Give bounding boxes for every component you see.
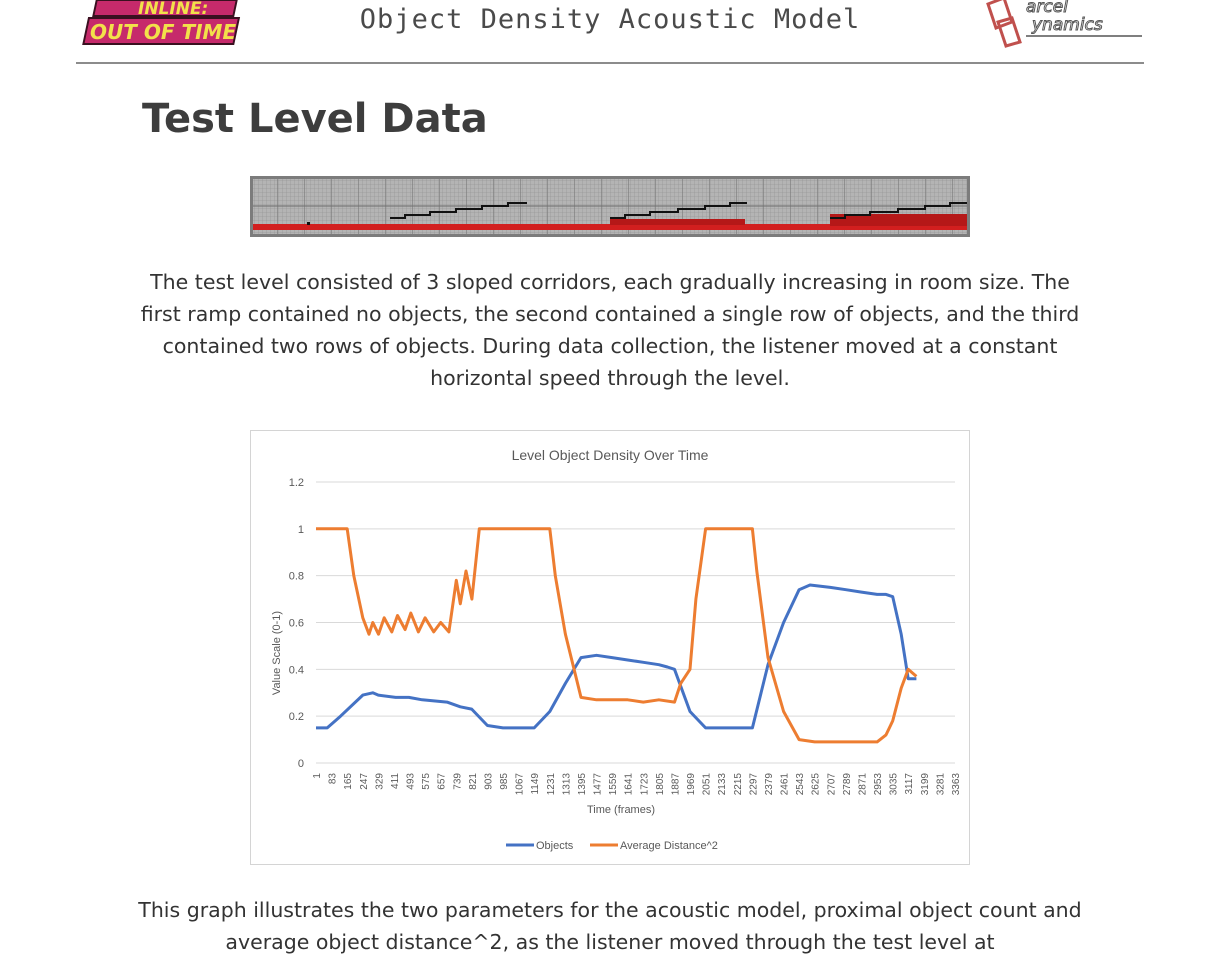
chart-container: Level Object Density Over Time 0 0.2 0.4 0.… (250, 430, 970, 865)
x-tick-label: 3117 (904, 773, 915, 795)
x-tick-label: 1231 (546, 773, 557, 796)
logo-left-top-text: INLINE: (138, 0, 208, 19)
x-axis-ticks: 1 83 165 247 329 411 493 575 657 739 821 903 985 1067… (312, 773, 962, 796)
x-tick-label: 1067 (515, 773, 526, 796)
x-tick-label: 2379 (764, 773, 775, 796)
density-line-chart: Level Object Density Over Time 0 0.2 0.4 0.… (271, 447, 962, 852)
x-tick-label: 2625 (811, 773, 822, 796)
x-tick-label: 329 (374, 773, 385, 790)
chart-series (316, 527, 918, 744)
x-tick-label: 2051 (702, 773, 713, 796)
x-tick-label: 2215 (733, 773, 744, 796)
x-tick-label: 821 (468, 773, 479, 790)
site-header: INLINE: OUT OF TIME Object Density Acous… (76, 0, 1144, 64)
x-tick-label: 1395 (577, 773, 588, 796)
x-tick-label: 1313 (561, 773, 572, 796)
x-tick-label: 83 (328, 773, 339, 785)
x-tick-label: 1149 (530, 773, 541, 795)
y-axis-ticks: 0 0.2 0.4 0.6 0.8 1 1.2 (289, 477, 304, 770)
x-tick-label: 2707 (826, 773, 837, 796)
series-line-objects (316, 583, 917, 730)
inline-out-of-time-logo[interactable]: INLINE: OUT OF TIME (80, 0, 285, 50)
y-axis-label: Value Scale (0-1) (271, 611, 283, 695)
chart-gridlines (316, 481, 955, 764)
graph-description: This graph illustrates the two parameter… (138, 898, 1082, 954)
x-tick-label: 985 (499, 773, 510, 790)
x-tick-label: 3281 (935, 773, 946, 796)
x-tick-label: 165 (343, 773, 354, 790)
x-tick-label: 1 (312, 773, 323, 779)
logo-right-top-text: arcel (1026, 0, 1068, 17)
chart-legend: Objects Average Distance^2 (506, 840, 718, 852)
x-tick-label: 575 (421, 773, 432, 790)
test-level-image (250, 176, 970, 237)
x-tick-label: 2953 (873, 773, 884, 796)
logo-right-bottom-text: ynamics (1031, 15, 1103, 35)
y-tick-label: 0.4 (289, 664, 304, 676)
x-tick-label: 657 (437, 773, 448, 790)
x-tick-label: 493 (406, 773, 417, 790)
legend-label: Objects (536, 840, 574, 852)
x-tick-label: 411 (390, 773, 401, 789)
x-tick-label: 2297 (748, 773, 759, 796)
y-tick-label: 0.6 (289, 618, 304, 630)
site-title: Object Density Acoustic Model (359, 4, 861, 35)
x-tick-label: 2789 (842, 773, 853, 796)
x-tick-label: 247 (359, 773, 370, 790)
x-tick-label: 2133 (717, 773, 728, 796)
x-tick-label: 739 (452, 773, 463, 790)
y-tick-label: 1 (298, 524, 304, 536)
legend-label: Average Distance^2 (620, 840, 718, 852)
y-tick-label: 1.2 (289, 477, 304, 489)
x-tick-label: 1805 (655, 773, 666, 796)
parcel-dynamics-logo[interactable]: arcel ynamics (982, 0, 1144, 48)
test-level-description: The test level consisted of 3 sloped cor… (140, 270, 1080, 390)
x-tick-label: 1969 (686, 773, 697, 796)
x-tick-label: 1559 (608, 773, 619, 796)
x-tick-label: 1641 (624, 773, 635, 796)
x-tick-label: 2871 (857, 773, 868, 796)
x-tick-label: 3199 (920, 773, 931, 796)
x-tick-label: 3363 (951, 773, 962, 796)
x-tick-label: 1887 (670, 773, 681, 796)
series-line-average-distance (316, 527, 918, 744)
page-heading: Test Level Data (142, 96, 488, 142)
x-tick-label: 3035 (889, 773, 900, 796)
x-axis-label: Time (frames) (587, 804, 655, 816)
x-tick-label: 2543 (795, 773, 806, 796)
x-tick-label: 1723 (639, 773, 650, 796)
chart-title: Level Object Density Over Time (512, 447, 709, 463)
x-tick-label: 903 (483, 773, 494, 790)
y-tick-label: 0.8 (289, 571, 304, 583)
y-tick-label: 0.2 (289, 711, 304, 723)
logo-left-bottom-text: OUT OF TIME (90, 20, 236, 44)
y-tick-label: 0 (298, 758, 304, 770)
x-tick-label: 2461 (780, 773, 791, 796)
x-tick-label: 1477 (593, 773, 604, 796)
